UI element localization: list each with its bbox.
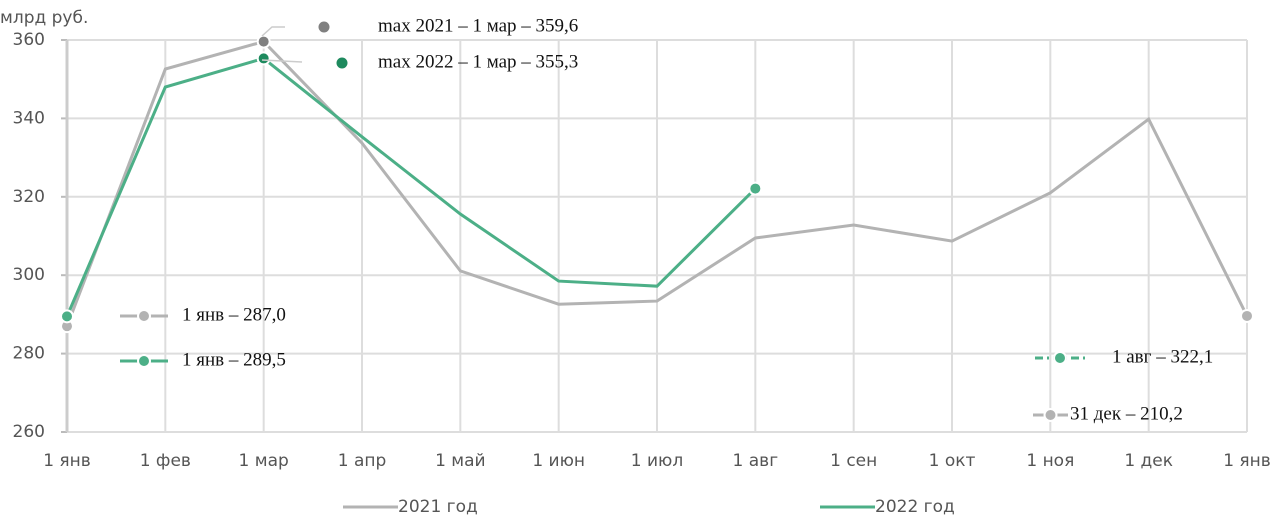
y-tick-label: 280 [13, 344, 45, 364]
annotation: max 2021 – 1 мар – 359,6 [378, 15, 578, 36]
annotation-dot [336, 57, 348, 69]
x-tick-label: 1 янв [43, 451, 91, 471]
x-tick-label: 1 авг [733, 451, 779, 471]
annotation-dot [1053, 351, 1067, 365]
y-tick-label: 300 [13, 265, 45, 285]
series-line [65, 56, 757, 317]
point-marker [60, 309, 74, 324]
point-marker [256, 34, 271, 49]
y-axis-label: млрд руб. [0, 8, 88, 28]
annotation: 31 дек – 210,2 [1070, 403, 1183, 424]
x-tick-label: 1 окт [929, 451, 976, 471]
legend-label: 2022 год [875, 497, 955, 517]
x-tick-label: 1 июл [631, 451, 683, 471]
x-tick-label: 1 янв [1223, 451, 1271, 471]
x-tick-label: 1 ноя [1026, 451, 1074, 471]
y-tick-label: 360 [13, 30, 45, 50]
y-tick-label: 340 [13, 108, 45, 128]
x-tick-label: 1 сен [830, 451, 877, 471]
x-tick-label: 1 май [435, 451, 486, 471]
annotation-dot [137, 309, 151, 323]
y-tick-label: 320 [13, 187, 45, 207]
annotation-dot [1043, 408, 1058, 422]
x-tick-label: 1 апр [338, 451, 387, 471]
point-marker [256, 51, 271, 66]
annotation: 1 янв – 289,5 [182, 349, 286, 370]
annotation: max 2022 – 1 мар – 355,3 [378, 51, 578, 72]
x-tick-label: 1 дек [1124, 451, 1173, 471]
point-marker [748, 181, 763, 196]
x-tick-label: 1 мар [239, 451, 289, 471]
point-marker [1240, 308, 1254, 323]
y-tick-label: 260 [13, 422, 45, 442]
annotation: 1 янв – 287,0 [182, 304, 286, 325]
leader-line [261, 59, 303, 63]
x-tick-label: 1 фев [140, 451, 191, 471]
annotation-dot [318, 21, 330, 33]
annotation: 1 авг – 322,1 [1112, 346, 1213, 367]
legend-label: 2021 год [398, 497, 478, 517]
annotation-dot [137, 354, 151, 368]
x-tick-label: 1 июн [532, 451, 585, 471]
leader-line [261, 26, 285, 37]
